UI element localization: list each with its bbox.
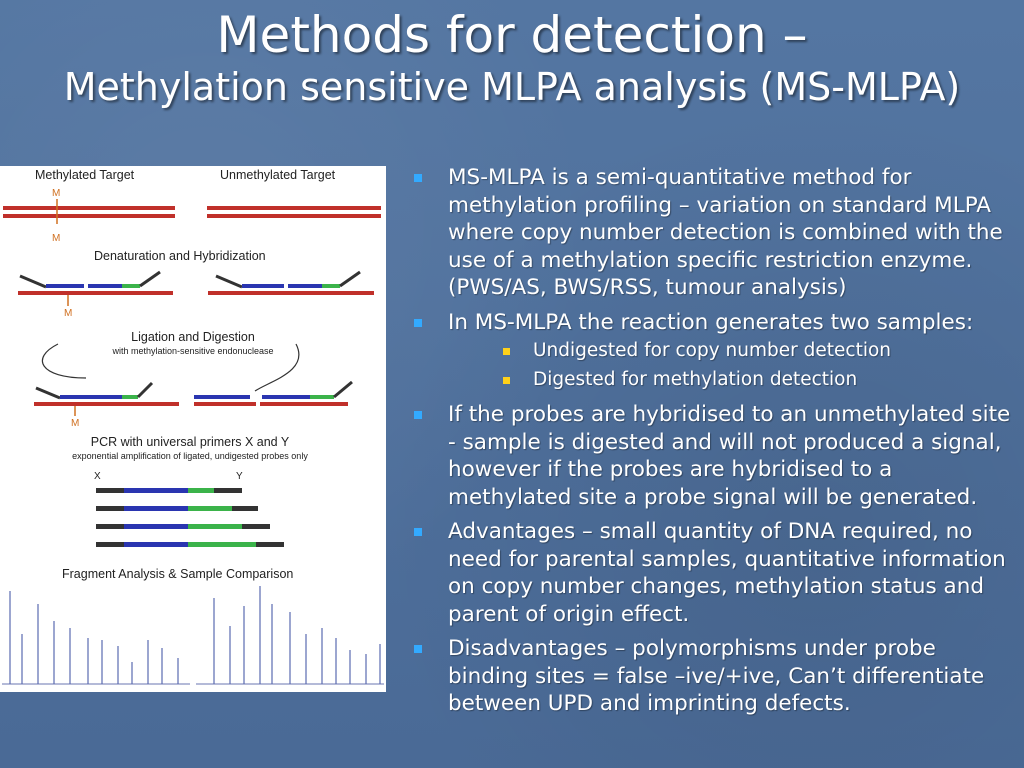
bullet-text: If the probes are hybridised to an unmet… [448,402,1011,510]
label-methylated-target: Methylated Target [35,168,135,182]
bullet-text: MS-MLPA is a semi-quantitative method fo… [448,165,1003,300]
title-line-2: Methylation sensitive MLPA analysis (MS-… [63,65,961,109]
sub-bullet-list: Undigested for copy number detection Dig… [448,336,1014,394]
label-primer-y: Y [236,471,243,482]
bullet-item: Disadvantages – polymorphisms under prob… [408,635,1014,718]
square-sub-bullet-icon [503,348,510,355]
methyl-mark-hyb: M [64,308,72,319]
label-denaturation: Denaturation and Hybridization [94,249,266,263]
sub-bullet-text: Digested for methylation detection [533,369,858,390]
electropherogram-right [196,586,384,685]
sub-bullet-item: Digested for methylation detection [448,365,1014,394]
bullet-text: Advantages – small quantity of DNA requi… [448,519,1006,627]
title-line-1: Methods for detection – [216,6,808,64]
label-ligation: Ligation and Digestion [131,330,255,344]
ms-mlpa-diagram-svg: Methylated Target Unmethylated Target M … [2,168,384,685]
pcr-products [96,488,284,547]
label-pcr: PCR with universal primers X and Y [91,435,290,449]
label-fragment-analysis: Fragment Analysis & Sample Comparison [62,567,293,581]
square-sub-bullet-icon [503,377,510,384]
square-bullet-icon [414,318,422,327]
square-bullet-icon [414,411,422,419]
methyl-mark-top: M [52,188,60,199]
digestion-arrows [41,343,300,392]
label-pcr-sub: exponential amplification of ligated, un… [72,451,308,461]
bullet-item: MS-MLPA is a semi-quantitative method fo… [408,164,1014,302]
methyl-mark-bottom: M [52,233,60,244]
label-unmethylated-target: Unmethylated Target [220,168,336,182]
label-ligation-sub: with methylation-sensitive endonuclease [111,346,273,356]
square-bullet-icon [414,174,422,182]
ms-mlpa-diagram: Methylated Target Unmethylated Target M … [0,166,386,692]
bullet-item: If the probes are hybridised to an unmet… [408,401,1014,511]
methyl-mark-lig: M [71,418,79,429]
label-primer-x: X [94,471,101,482]
bullet-text: In MS-MLPA the reaction generates two sa… [448,309,974,335]
bullet-item: In MS-MLPA the reaction generates two sa… [408,309,1014,395]
bullet-list: MS-MLPA is a semi-quantitative method fo… [408,164,1014,725]
square-bullet-icon [414,528,422,536]
dna-double-strand [3,199,381,224]
sub-bullet-text: Undigested for copy number detection [533,340,892,361]
hybridization-row [18,270,374,306]
sub-bullet-item: Undigested for copy number detection [448,336,1014,365]
bullet-item: Advantages – small quantity of DNA requi… [408,518,1014,628]
slide-title: Methods for detection – Methylation sens… [0,6,1024,110]
bullet-text: Disadvantages – polymorphisms under prob… [448,636,985,716]
ligation-row [34,380,353,416]
square-bullet-icon [414,645,422,653]
electropherogram-left [2,591,190,685]
